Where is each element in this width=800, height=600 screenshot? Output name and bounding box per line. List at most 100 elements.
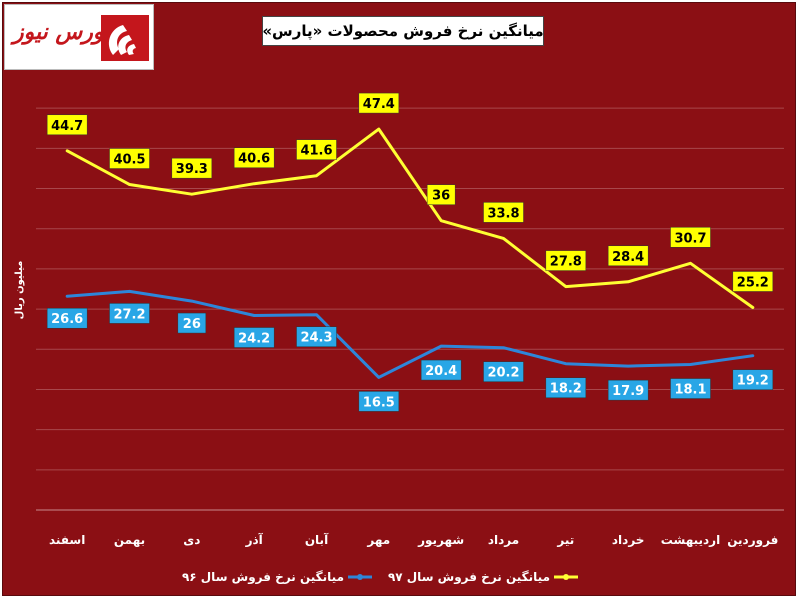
- legend-item: میانگین نرخ فروش سال ۹۷: [388, 570, 578, 585]
- data-label-box: [607, 245, 649, 267]
- data-label-box: [483, 361, 524, 382]
- data-label-box: [545, 377, 587, 398]
- data-label-text: 20.4: [425, 364, 457, 379]
- data-label-text: 16.5: [363, 395, 395, 410]
- legend-swatch-marker: [563, 574, 569, 580]
- data-label-text: 18.2: [550, 382, 582, 397]
- data-label-text: 33.8: [487, 206, 519, 221]
- legend-swatch-marker: [357, 574, 363, 580]
- data-label: 39.3: [171, 157, 213, 179]
- data-label: 17.9: [607, 379, 649, 401]
- series-lines: [65, 127, 755, 379]
- y-axis-label: میلیون ریال: [14, 261, 25, 320]
- data-label-text: 41.6: [300, 144, 332, 159]
- x-tick-label: مهر: [366, 533, 390, 547]
- x-tick-label: خرداد: [612, 533, 645, 547]
- data-label-box: [109, 303, 150, 324]
- data-label-box: [483, 202, 524, 223]
- logo-text: بورس نیوز: [13, 19, 111, 45]
- data-label: 24.2: [233, 327, 275, 348]
- x-tick-label: اردیبهشت: [661, 533, 720, 547]
- data-label: 20.2: [483, 361, 524, 382]
- chart-title: میانگین نرخ فروش محصولات «پارس»: [262, 22, 544, 40]
- data-label-text: 40.6: [238, 152, 270, 167]
- data-label-box: [233, 147, 275, 168]
- data-label-box: [358, 92, 400, 114]
- x-tick-label: دی: [183, 533, 200, 547]
- data-label-box: [109, 148, 150, 169]
- data-label: 27.2: [109, 303, 150, 324]
- data-label-text: 18.1: [674, 383, 706, 398]
- data-label-text: 30.7: [674, 231, 706, 246]
- data-label: 26: [177, 312, 207, 334]
- data-label-box: [177, 312, 207, 334]
- data-label-text: 24.3: [300, 331, 332, 346]
- data-label: 27.8: [545, 250, 587, 271]
- brand-logo: بورس نیوز: [4, 4, 154, 70]
- data-label-box: [233, 327, 275, 348]
- data-label-text: 39.3: [176, 162, 208, 177]
- data-label: 18.1: [670, 378, 711, 399]
- legend: میانگین نرخ فروش سال ۹۷ میانگین نرخ فروش …: [182, 570, 578, 585]
- data-label-text: 36: [432, 189, 450, 204]
- data-label-text: 44.7: [51, 119, 83, 134]
- data-label-box: [545, 250, 587, 271]
- data-label-text: 17.9: [612, 384, 644, 399]
- data-label-box: [426, 184, 456, 205]
- data-label-box: [358, 391, 400, 412]
- x-tick-label: اسفند: [49, 533, 85, 547]
- x-tick-label: تیر: [556, 533, 574, 547]
- series-line: [65, 289, 755, 379]
- data-label: 36: [426, 184, 456, 205]
- data-label: 24.3: [296, 326, 337, 347]
- data-label: 44.7: [46, 114, 88, 136]
- data-label-box: [46, 114, 88, 136]
- legend-label: میانگین نرخ فروش سال ۹۷: [388, 570, 550, 585]
- data-label: 26.6: [46, 307, 88, 329]
- series-line: [65, 127, 755, 309]
- data-label-text: 27.2: [113, 307, 145, 322]
- data-label-box: [171, 157, 213, 179]
- data-label-text: 20.2: [487, 366, 519, 381]
- logo-icon: [101, 15, 149, 61]
- data-label-box: [420, 359, 462, 381]
- data-label: 18.2: [545, 377, 587, 398]
- data-label: 41.6: [296, 139, 337, 160]
- data-label: 25.2: [732, 271, 774, 292]
- data-label-box: [296, 139, 337, 160]
- data-label: 40.5: [109, 148, 150, 169]
- data-label-box: [670, 378, 711, 399]
- data-label-box: [607, 379, 649, 401]
- data-label: 47.4: [358, 92, 400, 114]
- data-label-text: 27.8: [550, 255, 582, 270]
- data-label-box: [732, 369, 774, 390]
- data-label-box: [670, 227, 711, 248]
- data-label-text: 47.4: [363, 97, 395, 112]
- data-label-text: 40.5: [113, 153, 145, 168]
- legend-label: میانگین نرخ فروش سال ۹۶: [182, 570, 344, 585]
- legend-item: میانگین نرخ فروش سال ۹۶: [182, 570, 372, 585]
- data-label: 40.6: [233, 147, 275, 168]
- x-tick-label: بهمن: [114, 533, 145, 547]
- data-label-text: 25.2: [737, 275, 769, 290]
- data-label-box: [296, 326, 337, 347]
- data-label-text: 19.2: [737, 374, 769, 389]
- data-label-text: 26: [183, 317, 201, 332]
- grid-lines: [36, 107, 784, 511]
- x-tick-label: آذر: [245, 532, 264, 547]
- data-labels: 19.2 18.1 17.9 18.2 20.2 20.4 16.5 24.3 24.2 26 27…: [46, 92, 774, 412]
- x-tick-label: شهریور: [417, 533, 464, 548]
- chart-title-box: میانگین نرخ فروش محصولات «پارس»: [262, 16, 544, 46]
- x-tick-label: فروردین: [727, 533, 778, 548]
- x-axis-ticks: فروردین اردیبهشت خرداد تیر مرداد شهریور مهر آبا…: [49, 532, 778, 548]
- data-label-text: 28.4: [612, 250, 644, 265]
- data-label: 20.4: [420, 359, 462, 381]
- data-label: 16.5: [358, 391, 400, 412]
- data-label-text: 26.6: [51, 312, 83, 327]
- data-label-text: 24.2: [238, 332, 270, 347]
- x-tick-label: آبان: [305, 532, 329, 547]
- data-label: 30.7: [670, 227, 711, 248]
- data-label: 28.4: [607, 245, 649, 267]
- x-tick-label: مرداد: [488, 533, 519, 547]
